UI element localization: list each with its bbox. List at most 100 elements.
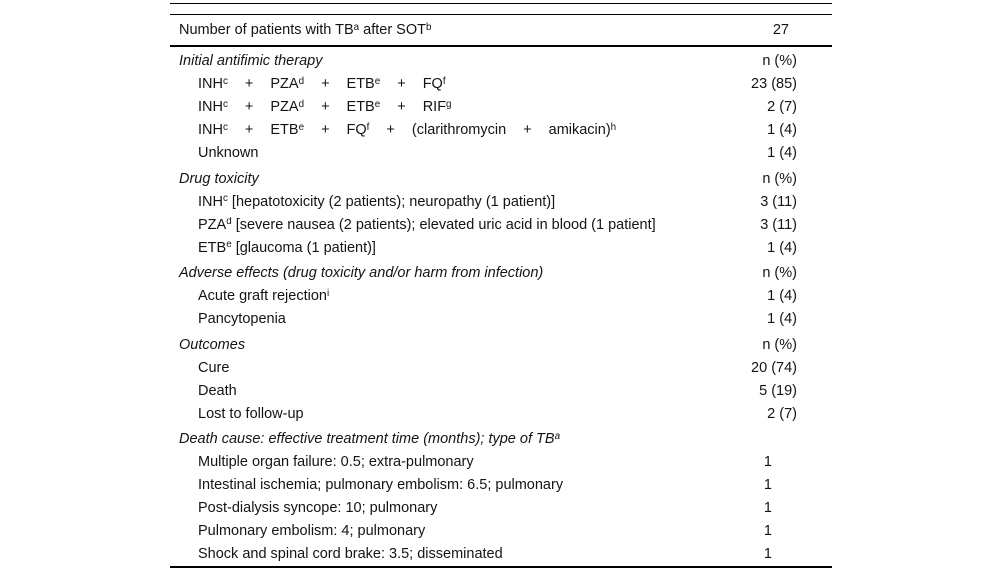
drug-token: + xyxy=(321,122,330,138)
row-value: 1 xyxy=(763,477,772,493)
row-label: Death xyxy=(198,382,237,399)
table-row: Adverse effects (drug toxicity and/or ha… xyxy=(170,262,832,285)
header-value: 27 xyxy=(772,22,789,38)
row-label: Drug toxicity xyxy=(179,170,259,187)
drug-token: amikacin)h xyxy=(548,122,617,138)
row-value: 3 (11) xyxy=(760,193,797,210)
table-row: Unknown 1 (4) xyxy=(170,142,832,165)
top-rule-outer xyxy=(170,3,832,4)
table-row: Outcomes n (%) xyxy=(170,333,832,356)
drug-combination: INHc + PZAd + ETBe + FQf xyxy=(198,76,446,92)
row-label: Pulmonary embolism: 4; pulmonary xyxy=(198,523,426,539)
row-value: 1 (4) xyxy=(767,145,797,161)
drug-token: + xyxy=(244,122,254,138)
drug-token: INHc xyxy=(198,99,228,115)
row-label: Intestinal ischemia; pulmonary embolism:… xyxy=(198,477,564,493)
drug-token: ETBe xyxy=(270,122,305,138)
row-label: Lost to follow-up xyxy=(198,405,304,422)
table-row: ETBe [glaucoma (1 patient)] 1 (4) xyxy=(170,236,832,259)
table-row: Lost to follow-up 2 (7) xyxy=(170,402,832,425)
table-row: Drug toxicity n (%) xyxy=(170,167,832,190)
row-label: Post-dialysis syncope: 10; pulmonary xyxy=(198,500,438,516)
table-body: Initial antifimic therapy n (%) INHc + PZA… xyxy=(170,50,832,566)
row-value: 1 xyxy=(763,454,772,470)
table-row: Post-dialysis syncope: 10; pulmonary 1 xyxy=(170,497,832,520)
row-label: Pancytopenia xyxy=(198,311,286,327)
row-label: Death cause: effective treatment time (m… xyxy=(179,431,561,447)
drug-token: FQf xyxy=(422,76,446,92)
row-label: PZAd [severe nausea (2 patients); elevat… xyxy=(198,216,656,233)
row-label: Shock and spinal cord brake: 3.5; dissem… xyxy=(198,546,503,562)
row-value: 20 (74) xyxy=(751,359,797,376)
row-value: 1 xyxy=(763,523,772,539)
table-row: Pancytopenia 1 (4) xyxy=(170,308,832,331)
row-label: Acute graft rejectioni xyxy=(198,288,330,304)
row-label: Adverse effects (drug toxicity and/or ha… xyxy=(179,265,544,281)
row-value: n (%) xyxy=(762,170,797,187)
drug-token: + xyxy=(321,99,330,115)
drug-token: + xyxy=(397,99,406,115)
row-value: 2 (7) xyxy=(767,405,797,422)
row-label: Unknown xyxy=(198,145,259,161)
row-label: Multiple organ failure: 0.5; extra-pulmo… xyxy=(198,454,474,470)
drug-token: + xyxy=(244,76,254,92)
table-row: INHc + PZAd + ETBe + RIFg 2 (7) xyxy=(170,96,832,119)
row-label: Outcomes xyxy=(179,336,246,353)
drug-token: + xyxy=(244,99,254,115)
header-divider-rule xyxy=(170,45,832,47)
drug-token: INHc xyxy=(198,122,228,138)
row-label: Cure xyxy=(198,359,230,376)
table-row: Multiple organ failure: 0.5; extra-pulmo… xyxy=(170,451,832,474)
drug-combination: INHc + ETBe + FQf + (clarithromycin + amikacin)h xyxy=(198,122,616,138)
drug-token: PZAd xyxy=(270,76,305,92)
table-row: Intestinal ischemia; pulmonary embolism:… xyxy=(170,474,832,497)
row-value: 1 (4) xyxy=(767,288,797,304)
row-value: 1 (4) xyxy=(767,122,797,138)
table-row: INHc + PZAd + ETBe + FQf 23 (85) xyxy=(170,73,832,96)
table-row: INHc [hepatotoxicity (2 patients); neuro… xyxy=(170,190,832,213)
table-row: PZAd [severe nausea (2 patients); elevat… xyxy=(170,213,832,236)
table-row: Shock and spinal cord brake: 3.5; dissem… xyxy=(170,543,832,566)
row-label: INHc + ETBe + FQf + (clarithromycin + amikacin)h xyxy=(170,122,767,138)
row-value: 1 (4) xyxy=(767,239,797,256)
row-value: n (%) xyxy=(762,53,797,69)
row-value: 1 xyxy=(763,500,772,516)
table-row: Death 5 (19) xyxy=(170,379,832,402)
drug-token: FQf xyxy=(346,122,370,138)
table-row: Death cause: effective treatment time (m… xyxy=(170,428,832,451)
drug-token: INHc xyxy=(198,76,228,92)
table-header-row: Number of patients with TBa after SOTb 2… xyxy=(170,15,832,45)
row-value: n (%) xyxy=(762,265,797,281)
row-value: 1 (4) xyxy=(767,311,797,327)
drug-token: ETBe xyxy=(346,99,381,115)
row-value: n (%) xyxy=(762,336,797,353)
table-row: Initial antifimic therapy n (%) xyxy=(170,50,832,73)
drug-token: (clarithromycin xyxy=(411,122,507,138)
table-row: INHc + ETBe + FQf + (clarithromycin + amikacin)h… xyxy=(170,119,832,142)
row-value: 5 (19) xyxy=(759,382,797,399)
row-label: INHc + PZAd + ETBe + RIFg xyxy=(170,99,767,115)
row-label: INHc + PZAd + ETBe + FQf xyxy=(170,76,751,92)
drug-token: ETBe xyxy=(346,76,381,92)
drug-combination: INHc + PZAd + ETBe + RIFg xyxy=(198,99,452,115)
row-label: Initial antifimic therapy xyxy=(179,53,323,69)
row-value: 1 xyxy=(763,546,772,562)
table-row: Cure 20 (74) xyxy=(170,356,832,379)
top-rule-inner xyxy=(170,14,832,15)
drug-token: + xyxy=(321,76,330,92)
row-value: 23 (85) xyxy=(751,76,797,92)
drug-token: + xyxy=(386,122,395,138)
header-label: Number of patients with TBa after SOTb xyxy=(179,22,432,38)
drug-token: RIFg xyxy=(422,99,452,115)
bottom-rule xyxy=(170,565,832,568)
table-row: Pulmonary embolism: 4; pulmonary 1 xyxy=(170,520,832,543)
drug-token: + xyxy=(397,76,406,92)
row-label: ETBe [glaucoma (1 patient)] xyxy=(198,239,376,256)
drug-token: + xyxy=(523,122,532,138)
row-label: INHc [hepatotoxicity (2 patients); neuro… xyxy=(198,193,556,210)
tb-after-sot-table: Number of patients with TBa after SOTb 2… xyxy=(170,0,832,568)
row-value: 3 (11) xyxy=(760,216,797,233)
table-row: Acute graft rejectioni 1 (4) xyxy=(170,285,832,308)
row-value: 2 (7) xyxy=(767,99,797,115)
